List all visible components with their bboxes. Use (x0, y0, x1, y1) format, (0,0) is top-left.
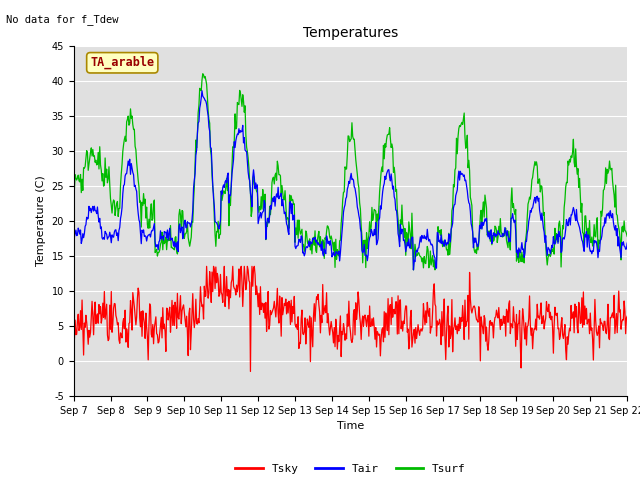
Tair (410, 267, 417, 273)
Text: TA_arable: TA_arable (90, 56, 154, 70)
Tair (452, 192, 460, 198)
Legend: Tsky, Tair, Tsurf: Tsky, Tair, Tsurf (230, 459, 470, 478)
Text: No data for f_Tdew: No data for f_Tdew (6, 14, 119, 25)
Tair (216, 222, 223, 228)
Tair (70, 232, 77, 238)
Tsky (574, 330, 582, 336)
Tair (574, 220, 582, 226)
Tsurf (199, 71, 207, 77)
Tair (397, 221, 404, 227)
Tair (198, 88, 206, 94)
Tsky (397, 326, 405, 332)
Tsurf (70, 190, 77, 196)
Line: Tair: Tair (74, 91, 627, 270)
Tsky (246, 369, 254, 374)
Tsurf (410, 267, 417, 273)
Tsurf (452, 165, 460, 171)
Tsky (191, 317, 199, 323)
Tsky (203, 264, 211, 269)
Tsurf (191, 161, 199, 167)
Tsurf (216, 232, 223, 238)
Tair (623, 240, 631, 246)
Tair (191, 171, 199, 177)
Tsurf (574, 166, 582, 171)
Tair (342, 194, 350, 200)
Line: Tsky: Tsky (74, 266, 627, 372)
Tsky (623, 313, 631, 319)
Tsurf (397, 217, 404, 223)
Line: Tsurf: Tsurf (74, 74, 627, 270)
Tsurf (342, 166, 350, 172)
Tsky (452, 326, 460, 332)
X-axis label: Time: Time (337, 421, 364, 431)
Tsky (344, 311, 351, 317)
Tsurf (623, 234, 631, 240)
Y-axis label: Temperature (C): Temperature (C) (36, 175, 46, 266)
Title: Temperatures: Temperatures (303, 26, 398, 40)
Tsky (216, 292, 223, 298)
Tsky (70, 317, 77, 323)
